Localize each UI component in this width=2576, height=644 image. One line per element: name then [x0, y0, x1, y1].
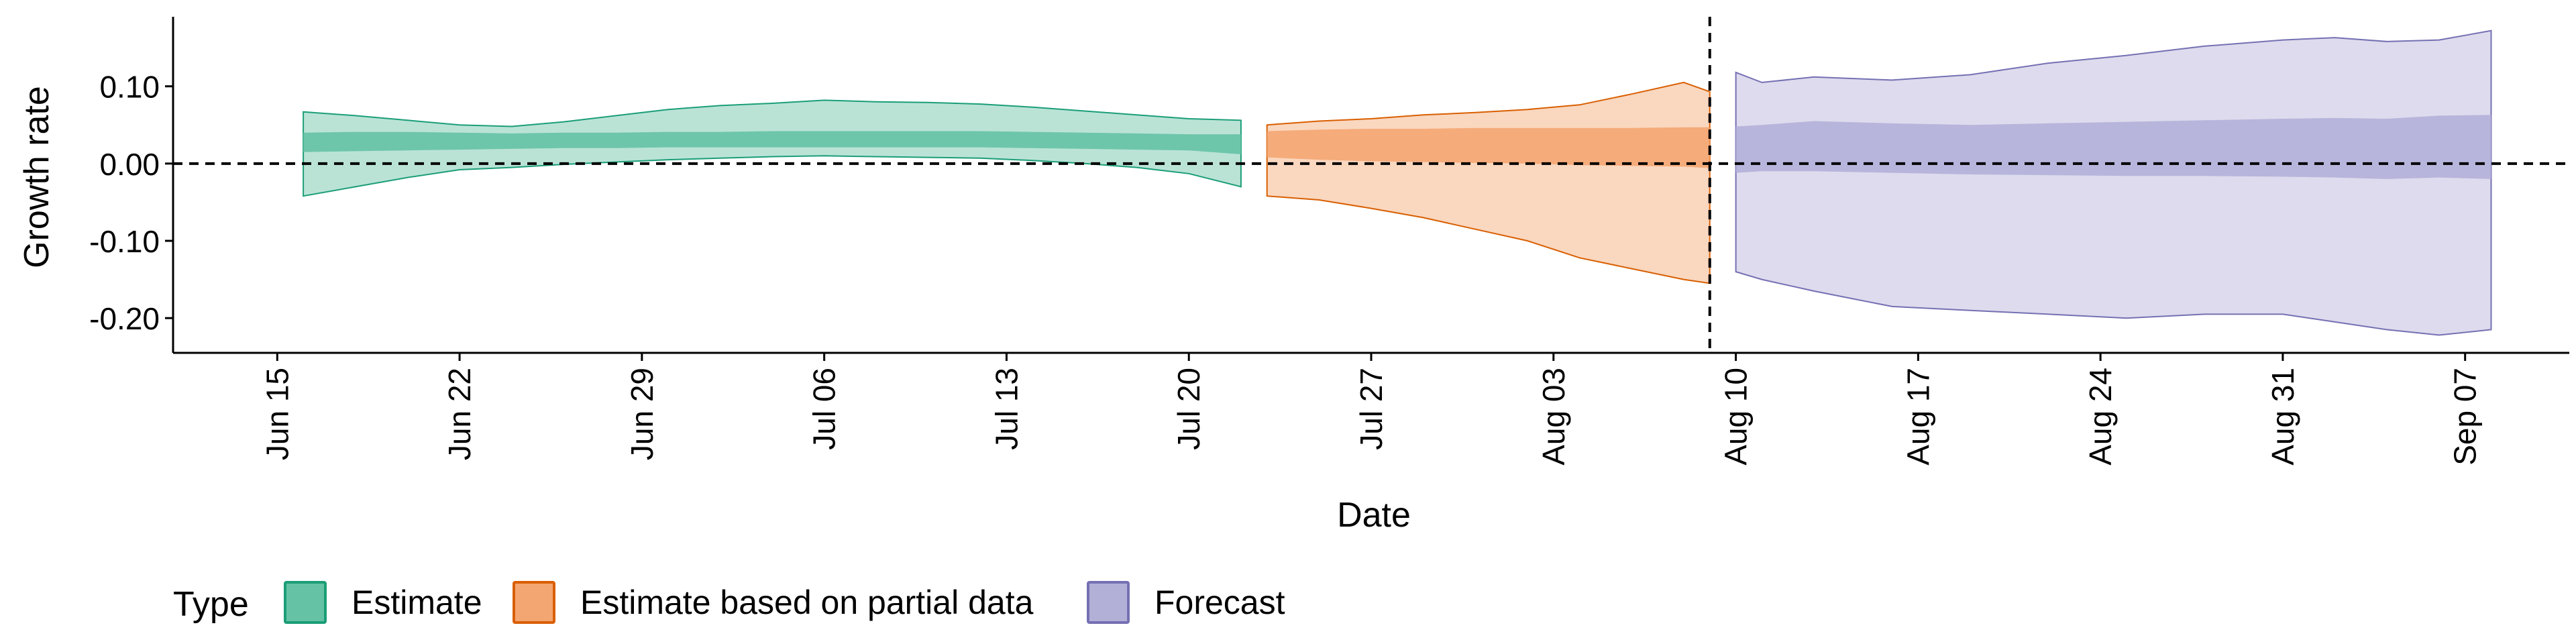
x-tick-label: Aug 10 [1719, 368, 1754, 466]
legend-key-2 [1087, 581, 1130, 624]
x-axis-title: Date [1337, 496, 1411, 535]
x-tick-label: Jul 27 [1354, 368, 1389, 450]
x-tick-label: Jul 20 [1171, 368, 1206, 450]
bands [303, 30, 2492, 336]
band-inner-series-1 [1267, 127, 1710, 168]
legend-key-0 [284, 581, 327, 624]
x-tick-label: Aug 31 [2265, 368, 2300, 466]
band-inner-series-2 [1735, 115, 2491, 179]
x-tick-label: Aug 03 [1536, 368, 1571, 466]
y-axis-title: Growth rate [17, 86, 56, 268]
legend-label-2: Forecast [1155, 584, 1285, 621]
plot-area [173, 17, 2569, 353]
legend-key-1 [513, 581, 555, 624]
legend-title: Type [173, 585, 249, 624]
x-tick-label: Aug 24 [2083, 368, 2118, 466]
legend-label-1: Estimate based on partial data [580, 584, 1034, 621]
y-tick-label: -0.20 [89, 301, 160, 336]
band-inner-series-0 [303, 131, 1241, 154]
x-tick-label: Jul 13 [989, 368, 1024, 450]
x-tick-label: Jun 22 [442, 368, 477, 460]
x-tick-label: Aug 17 [1900, 368, 1935, 466]
y-tick-label: 0.00 [99, 147, 160, 182]
legend: Type Estimate Estimate based on partial d… [173, 581, 1285, 624]
legend-label-0: Estimate [352, 584, 482, 621]
x-tick-label: Sep 07 [2448, 368, 2483, 466]
y-axis-ticks: 0.10 0.00 -0.10 -0.20 [89, 70, 173, 336]
band-outer-series-1 [1266, 81, 1711, 284]
y-tick-label: 0.10 [99, 70, 160, 105]
x-axis-ticks: Jun 15 Jun 22 Jun 29 Jul 06 Jul 13 Jul 20 Jul … [260, 353, 2483, 466]
x-tick-label: Jun 15 [260, 368, 294, 460]
band-outer-series-2 [1735, 30, 2492, 336]
x-tick-label: Jun 29 [625, 368, 659, 460]
x-tick-label: Jul 06 [807, 368, 842, 450]
y-tick-label: -0.10 [89, 224, 160, 259]
